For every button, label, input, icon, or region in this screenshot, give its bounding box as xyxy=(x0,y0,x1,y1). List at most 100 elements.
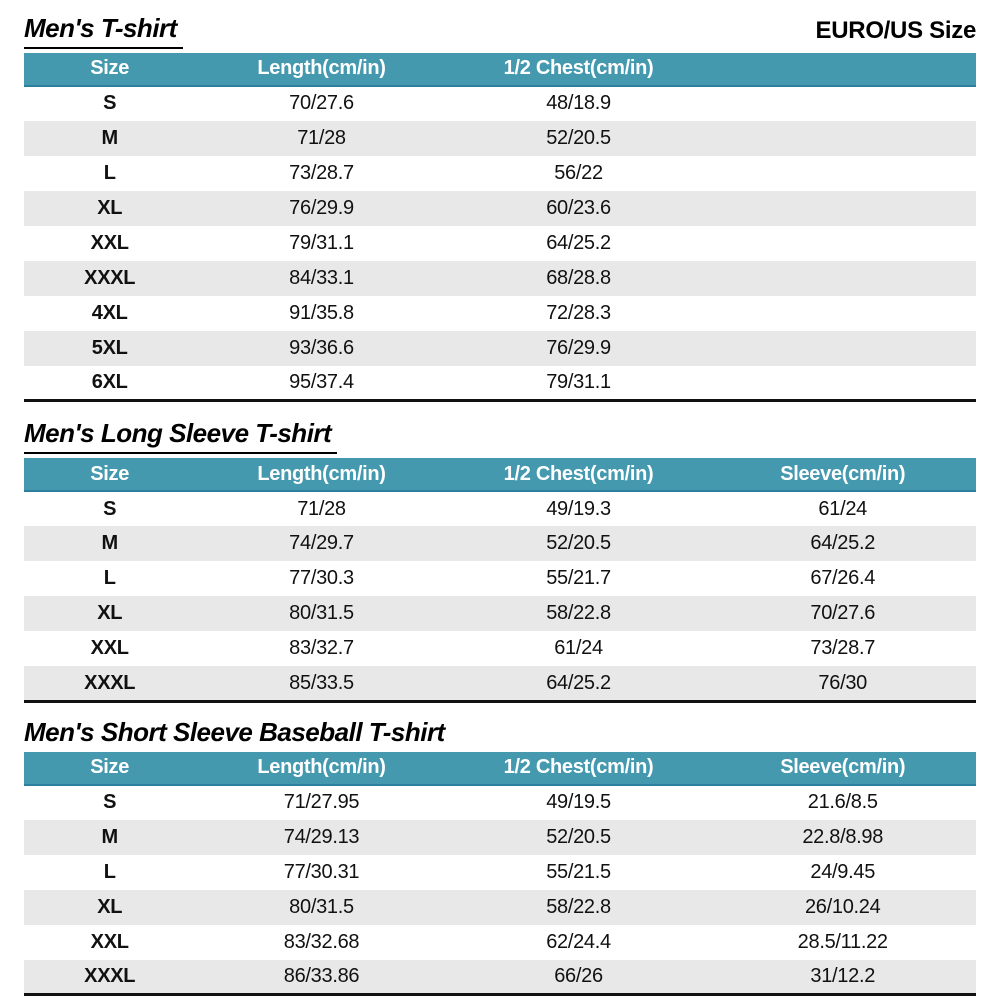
table-row: S 71/28 49/19.3 61/24 xyxy=(24,491,976,526)
table-row: M 74/29.7 52/20.5 64/25.2 xyxy=(24,526,976,562)
value-cell: 91/35.8 xyxy=(289,301,354,324)
size-table: Size Length(cm/in) 1/2 Chest(cm/in) Sleeve(… xyxy=(24,751,976,997)
size-cell: S xyxy=(103,791,117,814)
size-standard-label: EURO/US Size xyxy=(815,16,977,44)
column-header: Sleeve(cm/in) xyxy=(709,751,976,786)
value-cell xyxy=(709,156,976,191)
value-cell: 72/28.3 xyxy=(546,301,611,324)
size-cell: 6XL xyxy=(91,371,128,394)
value-cell: 66/26 xyxy=(447,959,710,995)
size-cell: XXL xyxy=(90,231,129,254)
table-row: M 71/28 52/20.5 xyxy=(24,120,976,156)
column-header-empty xyxy=(709,52,976,87)
size-cell: XL xyxy=(24,889,196,925)
column-header: Length(cm/in) xyxy=(195,458,448,493)
size-cell: M xyxy=(24,120,196,156)
value-cell: 79/31.1 xyxy=(289,231,354,254)
table-title-mens-tshirt: Men's T-shirt xyxy=(24,13,183,49)
value-cell: 71/27.95 xyxy=(283,791,360,814)
value-cell: 58/22.8 xyxy=(447,889,710,925)
value-cell: 70/27.6 xyxy=(289,92,354,115)
value-cell: 83/32.68 xyxy=(283,930,360,953)
value-cell: 70/27.6 xyxy=(709,596,976,632)
value-cell: 64/25.2 xyxy=(546,231,611,254)
column-header: Size xyxy=(24,458,196,493)
column-header: 1/2 Chest(cm/in) xyxy=(447,751,710,786)
column-header: Sleeve(cm/in) xyxy=(709,458,976,493)
value-cell: 77/30.3 xyxy=(289,567,354,590)
value-cell: 71/28 xyxy=(195,120,448,156)
value-cell xyxy=(709,120,976,156)
column-header: Length(cm/in) xyxy=(195,751,448,786)
value-cell: 64/25.2 xyxy=(709,526,976,562)
value-cell: 79/31.1 xyxy=(546,371,611,394)
size-cell: L xyxy=(103,567,116,590)
value-cell: 77/30.31 xyxy=(283,860,360,883)
value-cell: 48/18.9 xyxy=(546,92,611,115)
value-cell: 80/31.5 xyxy=(195,596,448,632)
value-cell: 74/29.7 xyxy=(195,526,448,562)
size-cell: XXL xyxy=(90,637,129,660)
size-cell: S xyxy=(103,497,117,520)
value-cell: 84/33.1 xyxy=(195,260,448,296)
column-header: Length(cm/in) xyxy=(195,52,448,87)
table-row: XXL 83/32.7 61/24 73/28.7 xyxy=(24,631,976,666)
value-cell: 76/30 xyxy=(709,666,976,702)
size-table: Size Length(cm/in) 1/2 Chest(cm/in) Sleeve(… xyxy=(24,458,976,703)
table-row: XXXL 85/33.5 64/25.2 76/30 xyxy=(24,666,976,702)
value-cell xyxy=(709,330,976,366)
value-cell: 61/24 xyxy=(554,637,603,660)
table-row: S 71/27.95 49/19.5 21.6/8.5 xyxy=(24,785,976,820)
table-row: S 70/27.6 48/18.9 xyxy=(24,86,976,121)
value-cell xyxy=(709,226,976,261)
size-cell: XXL xyxy=(90,930,129,953)
size-cell: S xyxy=(103,92,117,115)
value-cell: 64/25.2 xyxy=(447,666,710,702)
value-cell: 31/12.2 xyxy=(709,959,976,995)
size-cell: L xyxy=(103,161,116,184)
value-cell: 76/29.9 xyxy=(447,330,710,366)
table-row: XXL 79/31.1 64/25.2 xyxy=(24,226,976,261)
size-cell: XXXL xyxy=(24,260,196,296)
value-cell: 93/36.6 xyxy=(195,330,448,366)
section-spacer xyxy=(24,402,976,419)
value-cell: 55/21.5 xyxy=(546,860,611,883)
table-row: 4XL 91/35.8 72/28.3 xyxy=(24,296,976,331)
value-cell: 24/9.45 xyxy=(810,860,876,883)
value-cell xyxy=(709,190,976,226)
value-cell: 76/29.9 xyxy=(195,190,448,226)
size-cell: L xyxy=(103,860,116,883)
value-cell: 67/26.4 xyxy=(810,567,876,590)
value-cell xyxy=(709,296,976,331)
value-cell xyxy=(709,366,976,401)
table-row: XXXL 86/33.86 66/26 31/12.2 xyxy=(24,959,976,995)
value-cell: 83/32.7 xyxy=(289,637,354,660)
table-title-text: Men's Short Sleeve Baseball T-shirt xyxy=(24,716,445,747)
value-cell: 55/21.7 xyxy=(546,567,611,590)
value-cell: 74/29.13 xyxy=(195,819,448,855)
column-header: 1/2 Chest(cm/in) xyxy=(447,52,710,87)
header-row: Size Length(cm/in) 1/2 Chest(cm/in) Sleeve(… xyxy=(24,458,976,493)
size-cell: XXXL xyxy=(24,959,196,995)
mens-tshirt-size-table-container: Size Length(cm/in) 1/2 Chest(cm/in) S 70/27.… xyxy=(24,52,976,403)
value-cell: 26/10.24 xyxy=(709,889,976,925)
table-row: XL 80/31.5 58/22.8 70/27.6 xyxy=(24,596,976,632)
value-cell: 52/20.5 xyxy=(447,819,710,855)
value-cell: 95/37.4 xyxy=(289,371,354,394)
table-title-text: Men's Long Sleeve T-shirt xyxy=(24,418,338,455)
size-cell: XL xyxy=(24,596,196,632)
value-cell: 49/19.5 xyxy=(546,791,611,814)
value-cell: 85/33.5 xyxy=(195,666,448,702)
table-title-mens-short-sleeve-baseball-tshirt: Men's Short Sleeve Baseball T-shirt xyxy=(24,716,445,748)
size-cell: M xyxy=(24,526,196,562)
header-row: Size Length(cm/in) 1/2 Chest(cm/in) xyxy=(24,52,976,87)
value-cell: 52/20.5 xyxy=(447,120,710,156)
size-table: Size Length(cm/in) 1/2 Chest(cm/in) S 70/27.… xyxy=(24,52,976,403)
table-row: XL 80/31.5 58/22.8 26/10.24 xyxy=(24,889,976,925)
table-row: M 74/29.13 52/20.5 22.8/8.98 xyxy=(24,819,976,855)
value-cell: 86/33.86 xyxy=(195,959,448,995)
table-row: L 77/30.3 55/21.7 67/26.4 xyxy=(24,561,976,596)
value-cell: 73/28.7 xyxy=(810,637,876,660)
value-cell: 73/28.7 xyxy=(289,161,354,184)
column-header: 1/2 Chest(cm/in) xyxy=(447,458,710,493)
